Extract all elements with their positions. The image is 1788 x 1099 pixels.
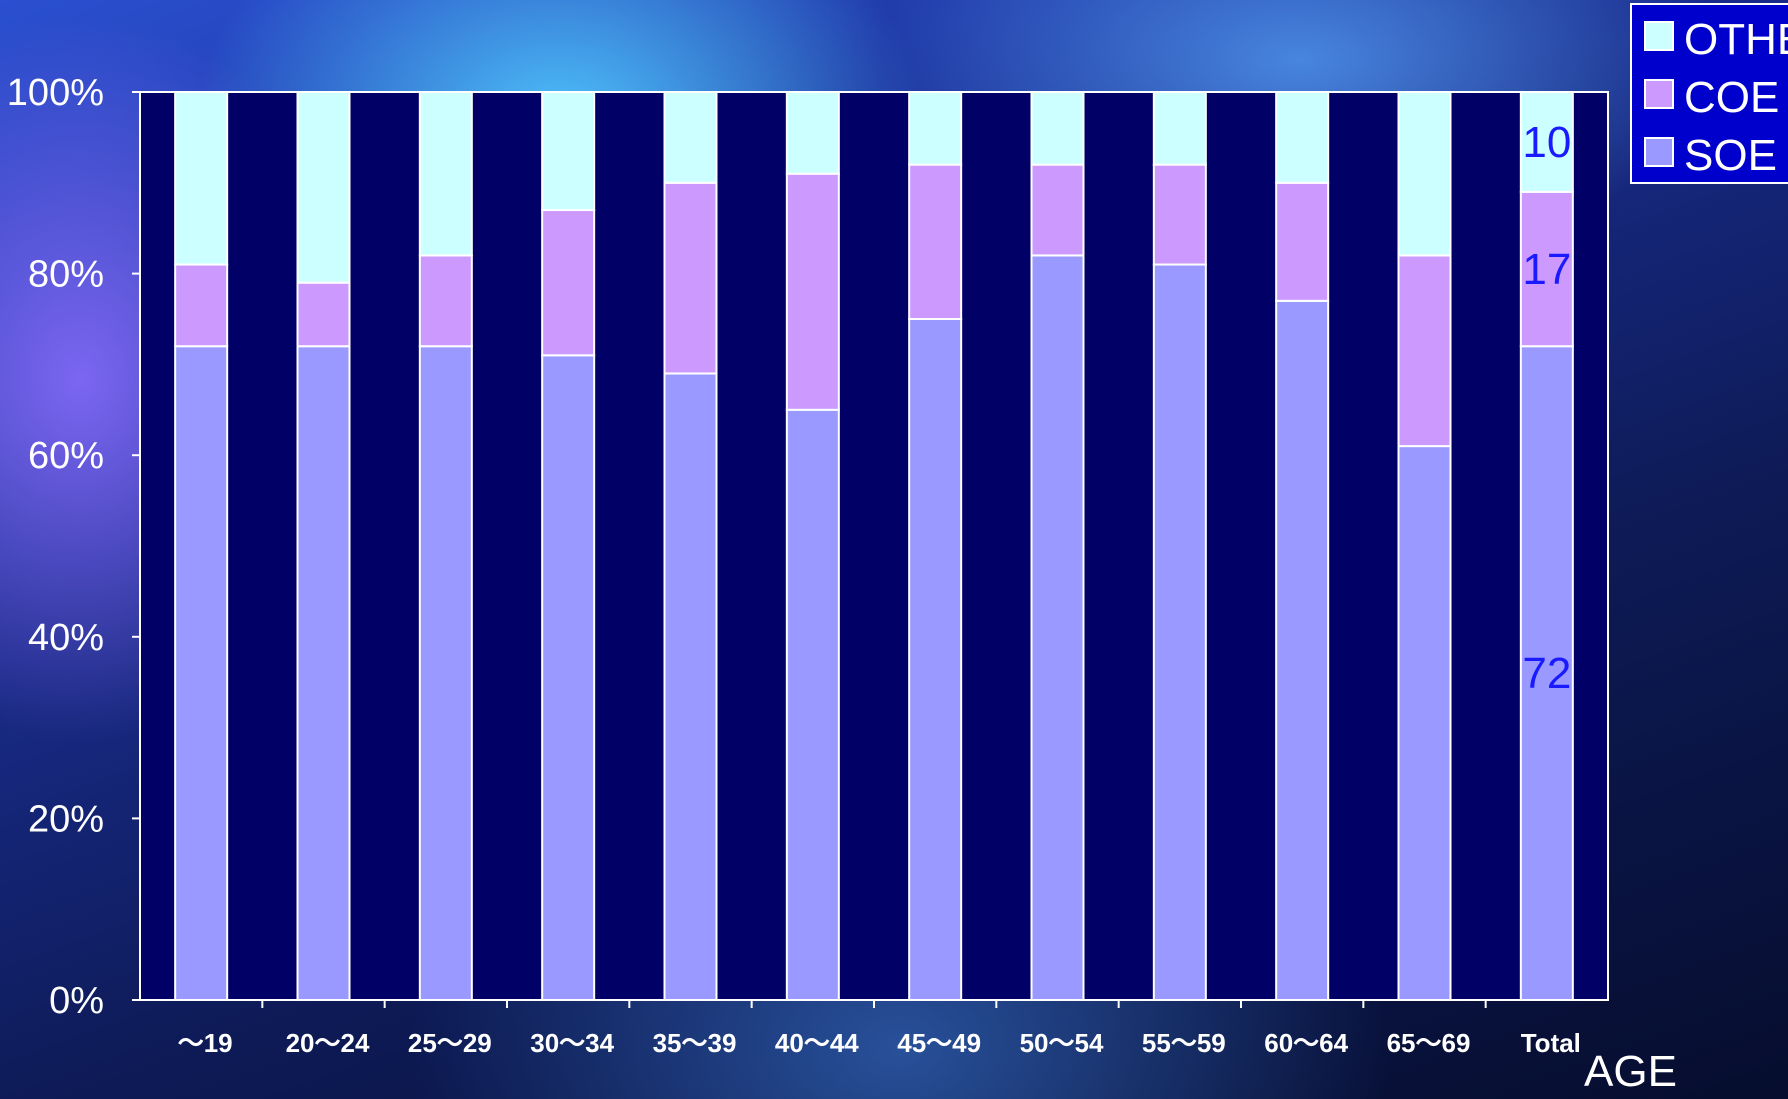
y-axis: 0% 20% 40% 60% 80% 100%: [7, 72, 140, 1022]
x-tick-label: 25～29: [408, 1028, 492, 1058]
bar-segment: [1030, 91, 1085, 166]
y-tick-label: 100%: [7, 72, 104, 114]
bar-segment: [296, 91, 351, 284]
legend: OTHE COE SOE: [1630, 3, 1788, 184]
bar-segment: [541, 209, 596, 357]
x-tick-label: 35～39: [653, 1028, 737, 1058]
bar-segment: [541, 354, 596, 1001]
data-label: 17: [1522, 245, 1571, 294]
bar-segment: [1519, 345, 1574, 1001]
bar-segment: [418, 91, 473, 257]
bar-segment: [296, 345, 351, 1001]
bar-segment: [174, 263, 229, 348]
x-tick-label: 45～49: [897, 1028, 981, 1058]
x-axis: ～19 20～24 25～29 30～34 35～39 40～44 45～49 50～54 55…: [178, 1000, 1581, 1058]
y-tick-label: 40%: [28, 617, 104, 659]
bar-segment: [174, 345, 229, 1001]
bar-segment: [1519, 190, 1574, 348]
data-labels: 72 17 10: [1522, 118, 1571, 698]
bar-segment: [663, 372, 718, 1002]
data-label: 10: [1522, 118, 1571, 167]
y-tick-label: 0%: [49, 980, 104, 1022]
bar-segment: [1030, 254, 1085, 1001]
bar-segment: [174, 91, 229, 266]
x-axis-label: AGE: [1584, 1047, 1677, 1096]
bar-segment: [1152, 263, 1207, 1001]
bar-segment: [1397, 254, 1452, 448]
bar-segment: [1275, 181, 1330, 302]
x-tick-label: 55～59: [1142, 1028, 1226, 1058]
bar-segment: [908, 91, 963, 166]
bars: [174, 91, 1574, 1002]
legend-label: COE: [1684, 73, 1779, 122]
bar-segment: [541, 91, 596, 212]
x-tick-label: 40～44: [775, 1028, 859, 1058]
bar-segment: [663, 181, 718, 375]
x-tick-label: 50～54: [1020, 1028, 1104, 1058]
legend-label: SOE: [1684, 131, 1777, 180]
bar-segment: [1152, 163, 1207, 266]
legend-swatch: [1644, 79, 1674, 109]
bar-segment: [418, 254, 473, 348]
bar-segment: [1397, 445, 1452, 1001]
bar-segment: [418, 345, 473, 1001]
x-tick-label: ～19: [178, 1028, 233, 1058]
y-tick-label: 20%: [28, 798, 104, 840]
plot-area: [139, 91, 1609, 1001]
bar-segment: [1397, 91, 1452, 257]
bar-segment: [1519, 91, 1574, 193]
bar-segment: [785, 91, 840, 175]
bar-segment: [785, 408, 840, 1001]
bar-segment: [296, 281, 351, 348]
bar-segment: [1030, 163, 1085, 257]
legend-swatch: [1644, 137, 1674, 167]
y-tick-label: 60%: [28, 435, 104, 477]
legend-label: OTHE: [1684, 15, 1788, 64]
bar-segment: [908, 318, 963, 1001]
x-tick-label: 60～64: [1264, 1028, 1348, 1058]
data-label: 72: [1522, 649, 1571, 698]
x-tick-label: 20～24: [286, 1028, 370, 1058]
x-tick-label: 65～69: [1387, 1028, 1471, 1058]
x-tick-label: 30～34: [530, 1028, 614, 1058]
bar-segment: [785, 172, 840, 411]
x-tick-label: Total: [1521, 1028, 1581, 1058]
bar-segment: [908, 163, 963, 320]
bar-segment: [1152, 91, 1207, 166]
bar-segment: [1275, 299, 1330, 1001]
legend-swatch: [1644, 21, 1674, 51]
bar-segment: [1275, 91, 1330, 184]
bar-segment: [663, 91, 718, 184]
y-tick-label: 80%: [28, 254, 104, 296]
